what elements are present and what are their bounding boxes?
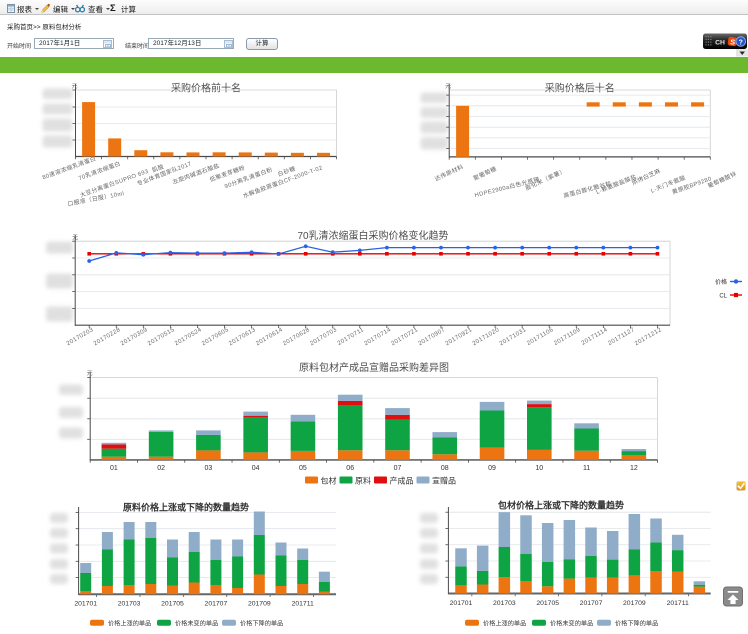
svg-text:价格下降的单品: 价格下降的单品 [240, 620, 283, 628]
svg-text:20170614: 20170614 [255, 327, 284, 347]
svg-text:20171109: 20171109 [553, 327, 582, 347]
svg-text:S: S [730, 37, 735, 46]
svg-text:20170628: 20170628 [282, 327, 311, 347]
svg-text:采购价格后十名: 采购价格后十名 [545, 82, 615, 95]
svg-text:原料包材产成品宣赠品采购差异图: 原料包材产成品宣赠品采购差异图 [299, 361, 449, 374]
svg-text:价格未变的单品: 价格未变的单品 [550, 620, 593, 628]
svg-text:201701: 201701 [450, 600, 473, 607]
svg-text:元: 元 [445, 83, 451, 90]
svg-text:201703: 201703 [493, 600, 516, 607]
svg-text:20170714: 20170714 [363, 327, 392, 347]
svg-text:聚葡萄糖: 聚葡萄糖 [472, 165, 498, 183]
svg-text:20171106: 20171106 [526, 327, 555, 347]
svg-text:包材: 包材 [321, 476, 337, 486]
svg-text:20170605: 20170605 [201, 327, 230, 347]
svg-text:201705: 201705 [536, 600, 559, 607]
svg-text:201711: 201711 [667, 600, 689, 607]
svg-text:原料价格上涨或下降的数量趋势: 原料价格上涨或下降的数量趋势 [123, 502, 249, 513]
svg-text:201707: 201707 [580, 600, 603, 607]
svg-text:05: 05 [299, 465, 307, 472]
svg-text:20170524: 20170524 [174, 327, 203, 347]
svg-text:01: 01 [110, 465, 118, 472]
svg-text:价格上涨的单品: 价格上涨的单品 [483, 620, 526, 628]
svg-text:产成品: 产成品 [390, 476, 414, 486]
svg-text:03: 03 [204, 465, 212, 472]
svg-text:水解鱼胶原蛋白CF-2000-T-02: 水解鱼胶原蛋白CF-2000-T-02 [242, 163, 324, 199]
svg-text:11: 11 [583, 465, 590, 472]
svg-text:09: 09 [488, 465, 496, 472]
svg-text:20170515: 20170515 [147, 327, 176, 347]
svg-text:20171031: 20171031 [499, 327, 528, 347]
svg-text:原料: 原料 [355, 476, 371, 486]
svg-text:04: 04 [252, 465, 260, 472]
svg-text:20170921: 20170921 [445, 327, 474, 347]
svg-text:20170309: 20170309 [120, 327, 149, 347]
svg-text:20170228: 20170228 [93, 327, 122, 347]
svg-text:20170907: 20170907 [418, 327, 447, 347]
svg-text:20171020: 20171020 [472, 327, 501, 347]
svg-text:20170721: 20170721 [391, 327, 420, 347]
svg-text:?: ? [739, 39, 743, 46]
svg-text:201709: 201709 [623, 600, 646, 607]
svg-text:价格上涨的单品: 价格上涨的单品 [108, 620, 151, 628]
svg-text:价格未变的单品: 价格未变的单品 [175, 620, 218, 628]
svg-text:元: 元 [72, 235, 78, 242]
svg-text:CL: CL [719, 294, 727, 300]
svg-text:元: 元 [87, 370, 93, 377]
svg-text:20170711: 20170711 [337, 327, 366, 347]
svg-text:02: 02 [157, 465, 165, 472]
svg-text:10: 10 [535, 465, 543, 472]
svg-text:201711: 201711 [292, 600, 314, 607]
svg-text:201701: 201701 [74, 600, 97, 607]
svg-text:价格下降的单品: 价格下降的单品 [615, 620, 658, 628]
svg-text:201709: 201709 [248, 600, 271, 607]
svg-text:20170613: 20170613 [228, 327, 257, 347]
svg-text:采购价格前十名: 采购价格前十名 [171, 82, 241, 95]
svg-text:价格: 价格 [715, 278, 727, 286]
svg-text:CH: CH [715, 39, 725, 46]
svg-text:201705: 201705 [161, 600, 184, 607]
svg-text:12: 12 [630, 465, 638, 472]
svg-text:宣赠品: 宣赠品 [432, 476, 456, 486]
svg-text:元: 元 [71, 83, 77, 90]
svg-text:07: 07 [394, 465, 402, 472]
svg-text:达伟原材料: 达伟原材料 [433, 163, 464, 183]
svg-text:包材价格上涨或下降的数量趋势: 包材价格上涨或下降的数量趋势 [497, 500, 624, 511]
svg-text:20171127: 20171127 [607, 327, 636, 347]
svg-text:肌酸: 肌酸 [151, 162, 165, 174]
svg-text:20170203: 20170203 [66, 327, 95, 347]
svg-text:201703: 201703 [118, 600, 141, 607]
svg-text:70乳清浓缩蛋白采购价格变化趋势: 70乳清浓缩蛋白采购价格变化趋势 [297, 229, 448, 242]
svg-text:20170703: 20170703 [309, 327, 338, 347]
svg-text:20171114: 20171114 [581, 327, 609, 347]
svg-text:201707: 201707 [205, 600, 228, 607]
svg-text:06: 06 [346, 465, 354, 472]
svg-text:20171212: 20171212 [634, 327, 663, 347]
svg-text:08: 08 [441, 465, 449, 472]
